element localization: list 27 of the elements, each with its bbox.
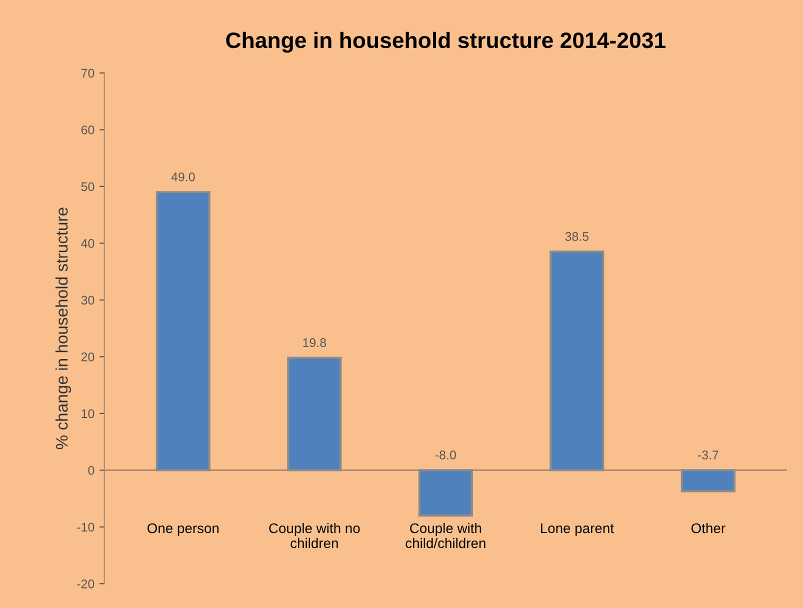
y-tick-label: -20 — [77, 579, 94, 588]
y-tick-label: 10 — [82, 409, 94, 418]
x-tick-label: Couple with child/children — [406, 522, 486, 548]
bar — [550, 250, 604, 472]
y-tick-label: 70 — [81, 68, 94, 78]
x-tick-label: Other — [691, 522, 726, 534]
y-tick-label: 40 — [81, 239, 94, 248]
bar — [418, 469, 473, 517]
data-label: 49.0 — [171, 172, 195, 182]
bar — [680, 469, 736, 492]
data-label: 38.5 — [565, 232, 589, 241]
data-label: -8.0 — [435, 450, 456, 460]
data-label: -3.7 — [698, 450, 718, 460]
y-tick-label: 30 — [81, 296, 94, 305]
x-tick-label: One person — [148, 523, 219, 536]
bar — [287, 356, 342, 472]
y-tick-label: 50 — [81, 182, 94, 192]
y-tick-label: -10 — [77, 522, 94, 532]
chart-title: Change in household structure 2014-2031 — [226, 32, 666, 53]
data-label: 19.8 — [303, 338, 326, 348]
y-tick-label: 60 — [81, 126, 94, 134]
x-tick-label: Couple with no children — [269, 522, 360, 548]
bar — [156, 191, 210, 472]
y-tick-label: 0 — [88, 466, 94, 475]
y-tick-label: 20 — [81, 352, 94, 362]
x-tick-label: Lone parent — [541, 523, 614, 536]
y-axis-title: % change in household structure — [56, 208, 72, 450]
